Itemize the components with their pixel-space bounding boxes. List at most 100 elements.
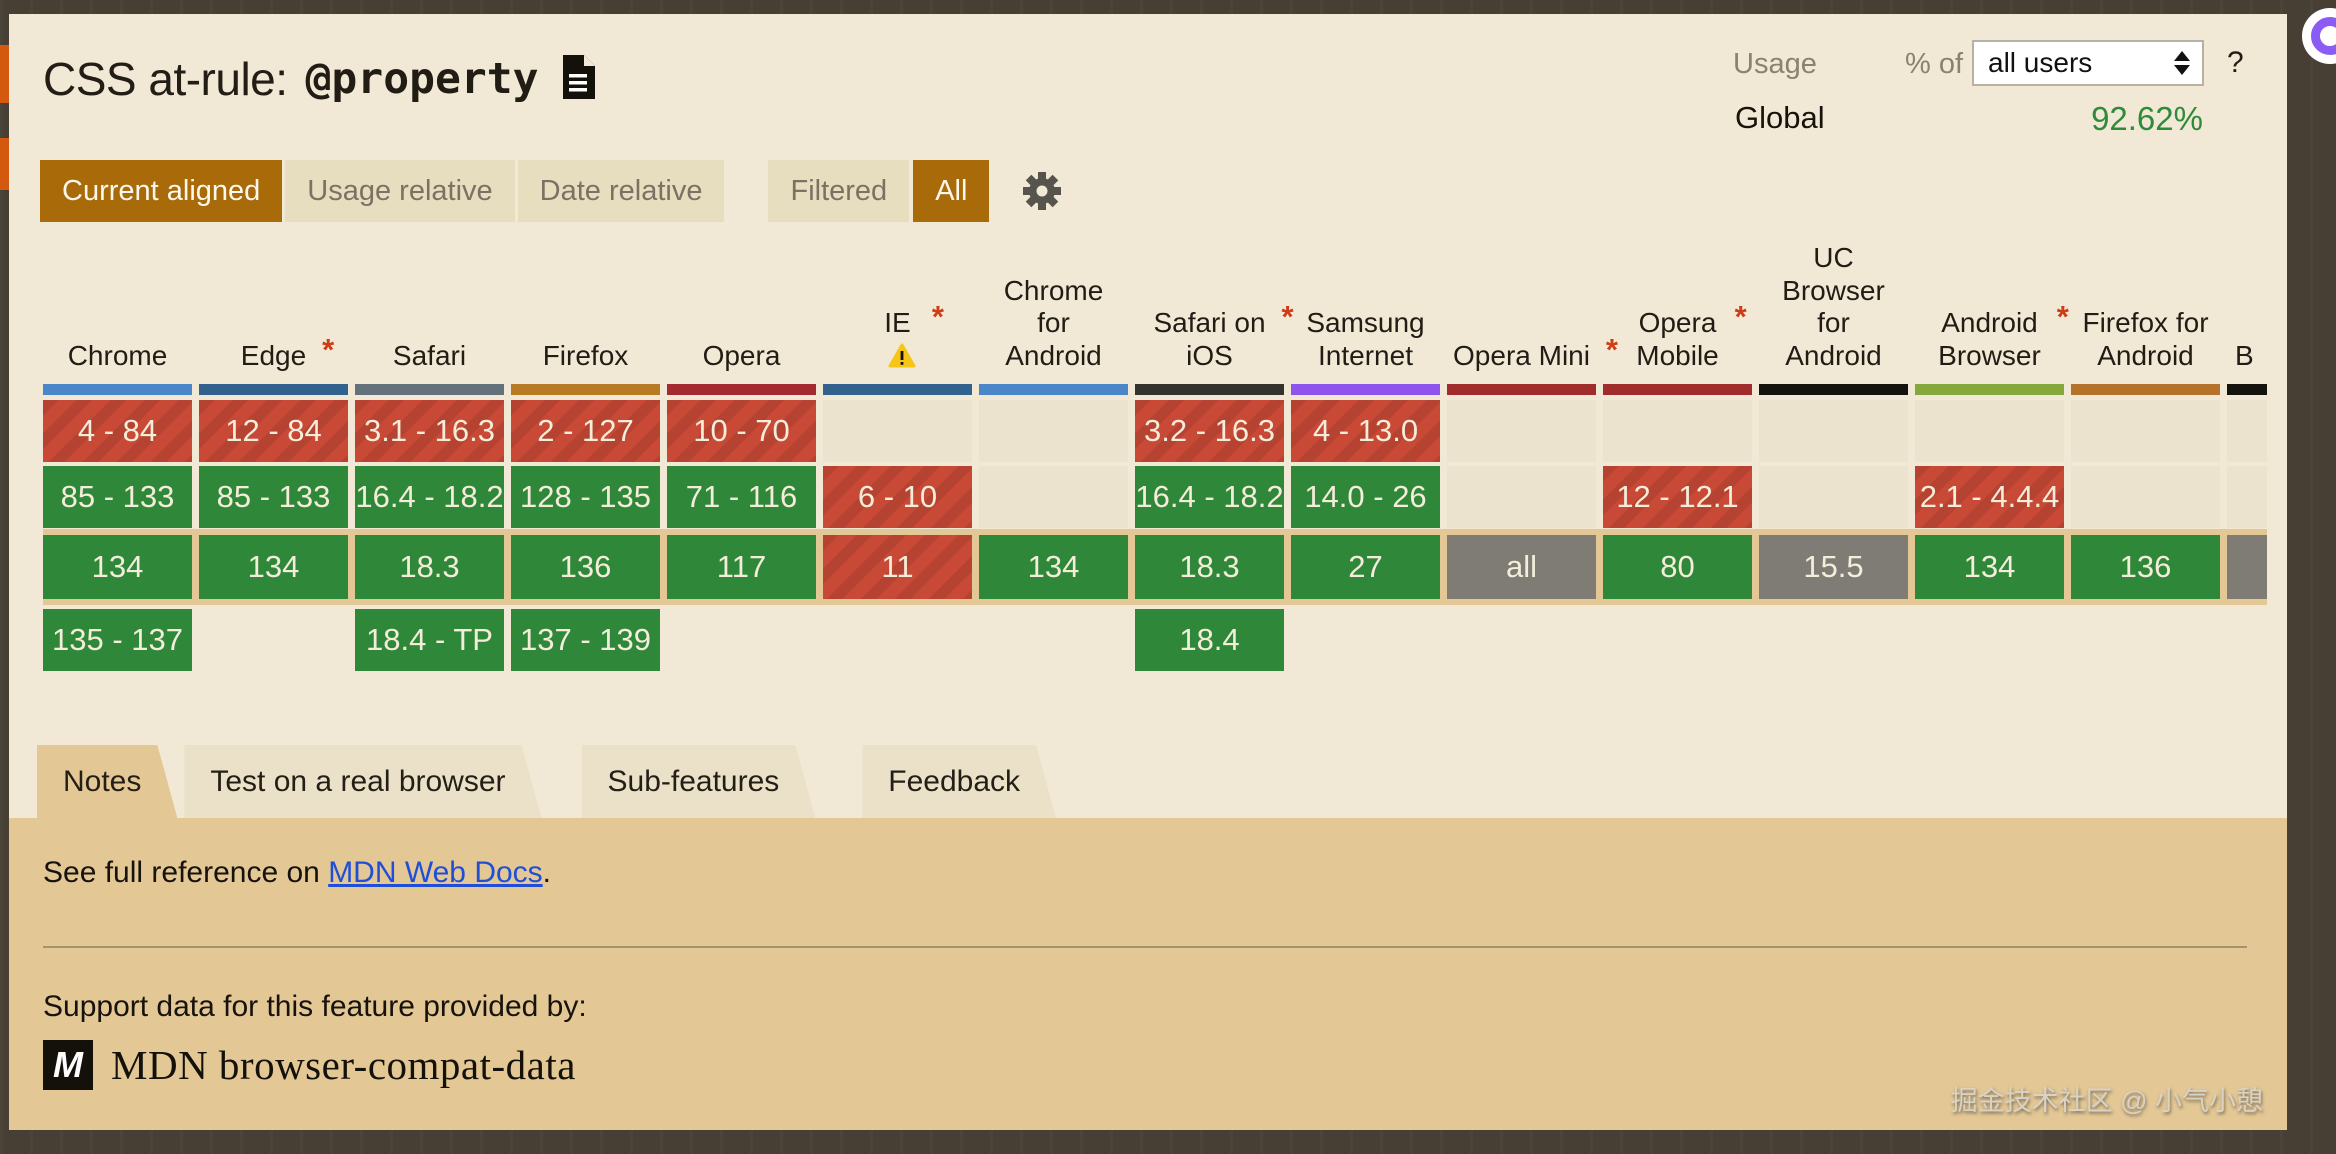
support-cell-safari-row1[interactable]: 3.1 - 16.3 <box>355 400 504 462</box>
watermark-text: 掘金技术社区 @ 小气小憩 <box>1950 1086 2263 1116</box>
support-cell-opera-mini-row2 <box>1447 466 1596 528</box>
support-cell-chrome-android-row1 <box>979 400 1128 462</box>
support-cell-firefox-row2[interactable]: 128 - 135 <box>511 466 660 528</box>
support-cell-firefox-row4[interactable]: 137 - 139 <box>511 609 660 671</box>
support-cell-samsung-row1[interactable]: 4 - 13.0 <box>1291 400 1440 462</box>
support-cell-samsung-row3[interactable]: 27 <box>1291 535 1440 599</box>
browser-header-samsung: Samsung Internet <box>1291 230 1440 382</box>
browser-name-samsung: Samsung Internet <box>1306 307 1425 371</box>
support-cell-uc-browser-row1 <box>1759 400 1908 462</box>
browser-header-android-browser: Android Browser * <box>1915 230 2069 382</box>
support-cell-opera-row3[interactable]: 117 <box>667 535 816 599</box>
support-cell-samsung-row2[interactable]: 14.0 - 26 <box>1291 466 1440 528</box>
usage-scope-select[interactable]: all users <box>1972 40 2204 86</box>
toolbar-button-usage-relative[interactable]: Usage relative <box>285 160 515 222</box>
support-cell-firefox-android-row1 <box>2071 400 2220 462</box>
support-cell-uc-browser-row2 <box>1759 466 1908 528</box>
support-cell-safari-row4[interactable]: 18.4 - TP <box>355 609 504 671</box>
mdn-source-row: M MDN browser-compat-data <box>43 1038 576 1092</box>
support-cell-edge-row1[interactable]: 12 - 84 <box>199 400 348 462</box>
support-cell-opera-row4 <box>667 609 816 671</box>
browser-header-safari-ios: Safari on iOS * <box>1135 230 1293 382</box>
support-cell-android-browser-row3[interactable]: 134 <box>1915 535 2064 599</box>
browser-note-asterisk: * <box>1605 331 1618 367</box>
brand-strip-baidu <box>2227 384 2267 395</box>
support-cell-safari-row2[interactable]: 16.4 - 18.2 <box>355 466 504 528</box>
toolbar-button-filtered[interactable]: Filtered <box>768 160 910 222</box>
browser-header-opera: Opera <box>667 230 816 382</box>
browser-name-uc-browser: UC Browser for Android <box>1782 242 1885 371</box>
support-cell-android-browser-row2[interactable]: 2.1 - 4.4.4 <box>1915 466 2064 528</box>
tab-notes[interactable]: Notes <box>37 745 177 818</box>
brand-strip-ie <box>823 384 972 395</box>
tab-feedback[interactable]: Feedback <box>862 745 1056 818</box>
support-cell-chrome-row1[interactable]: 4 - 84 <box>43 400 192 462</box>
browser-name-firefox-android: Firefox for Android <box>2082 307 2209 371</box>
support-cell-opera-mobile-row2[interactable]: 12 - 12.1 <box>1603 466 1752 528</box>
select-arrows-icon <box>2174 51 2190 75</box>
support-cell-uc-browser-row3[interactable]: 15.5 <box>1759 535 1908 599</box>
feature-title-text: CSS at-rule: <box>43 53 288 105</box>
tab-sub-features[interactable]: Sub-features <box>582 745 816 818</box>
browser-header-opera-mini: Opera Mini * <box>1447 230 1618 382</box>
support-cell-ie-row4 <box>823 609 972 671</box>
brand-strip-samsung <box>1291 384 1440 395</box>
brand-strip-opera-mobile <box>1603 384 1752 395</box>
mdn-web-docs-link[interactable]: MDN Web Docs <box>328 856 543 889</box>
tab-test-on-a-real-browser[interactable]: Test on a real browser <box>184 745 541 818</box>
support-cell-safari-row3[interactable]: 18.3 <box>355 535 504 599</box>
support-cell-edge-row2[interactable]: 85 - 133 <box>199 466 348 528</box>
toolbar-button-all[interactable]: All <box>913 160 990 222</box>
brand-strip-safari-ios <box>1135 384 1284 395</box>
support-cell-baidu-row3[interactable] <box>2227 535 2267 599</box>
usage-help-button[interactable]: ? <box>2227 46 2244 79</box>
browser-name-chrome: Chrome <box>67 339 168 371</box>
browser-note-asterisk: * <box>322 331 335 367</box>
support-cell-firefox-row3[interactable]: 136 <box>511 535 660 599</box>
brand-strip-opera <box>667 384 816 395</box>
browser-note-asterisk: * <box>1281 299 1294 335</box>
support-cell-chrome-row2[interactable]: 85 - 133 <box>43 466 192 528</box>
view-mode-buttons: Current aligned Usage relative Date relati… <box>40 160 727 222</box>
browser-header-uc-browser: UC Browser for Android <box>1759 230 1908 382</box>
support-cell-ie-row3[interactable]: 11 <box>823 535 972 599</box>
notes-divider <box>43 946 2247 948</box>
browser-header-firefox-android: Firefox for Android <box>2071 230 2220 382</box>
support-cell-opera-mobile-row3[interactable]: 80 <box>1603 535 1752 599</box>
floating-widget-button[interactable] <box>2302 8 2336 64</box>
support-cell-safari-ios-row3[interactable]: 18.3 <box>1135 535 1284 599</box>
support-cell-edge-row3[interactable]: 134 <box>199 535 348 599</box>
support-cell-samsung-row4 <box>1291 609 1440 671</box>
support-cell-chrome-android-row3[interactable]: 134 <box>979 535 1128 599</box>
support-cell-chrome-row4[interactable]: 135 - 137 <box>43 609 192 671</box>
browser-note-asterisk: * <box>931 299 944 335</box>
support-cell-firefox-row1[interactable]: 2 - 127 <box>511 400 660 462</box>
support-cell-opera-mini-row1 <box>1447 400 1596 462</box>
spec-document-icon[interactable] <box>561 54 595 104</box>
support-cell-opera-row1[interactable]: 10 - 70 <box>667 400 816 462</box>
browser-header-safari: Safari <box>355 230 504 382</box>
support-cell-opera-row2[interactable]: 71 - 116 <box>667 466 816 528</box>
support-cell-safari-ios-row1[interactable]: 3.2 - 16.3 <box>1135 400 1284 462</box>
mdn-source-name[interactable]: MDN browser-compat-data <box>111 1042 576 1088</box>
support-cell-ie-row2[interactable]: 6 - 10 <box>823 466 972 528</box>
brand-strip-opera-mini <box>1447 384 1596 395</box>
support-cell-opera-mini-row3[interactable]: all <box>1447 535 1596 599</box>
percent-of-label: % of <box>1905 48 1964 80</box>
support-cell-chrome-row3[interactable]: 134 <box>43 535 192 599</box>
detail-tabs: Notes Test on a real browser Sub-features F… <box>37 745 1056 818</box>
support-cell-safari-ios-row4[interactable]: 18.4 <box>1135 609 1284 671</box>
browser-name-opera-mini: Opera Mini * <box>1453 331 1618 371</box>
settings-gear-icon[interactable] <box>1023 172 1062 210</box>
global-usage: Global 92.62% <box>1609 100 2269 140</box>
main-panel: CSS at-rule: @property Usage % of all us… <box>9 14 2287 1130</box>
support-cell-firefox-android-row3[interactable]: 136 <box>2071 535 2220 599</box>
toolbar-button-date-relative[interactable]: Date relative <box>517 160 725 222</box>
support-row-future: 135 - 137 18.4 - TP 137 - 139 18.4 <box>43 609 2267 671</box>
support-cell-edge-row4 <box>199 609 348 671</box>
support-cell-android-browser-row1 <box>1915 400 2064 462</box>
support-cell-safari-ios-row2[interactable]: 16.4 - 18.2 <box>1135 466 1284 528</box>
ie-warning-icon <box>888 343 916 368</box>
toolbar-button-current-aligned[interactable]: Current aligned <box>40 160 283 222</box>
